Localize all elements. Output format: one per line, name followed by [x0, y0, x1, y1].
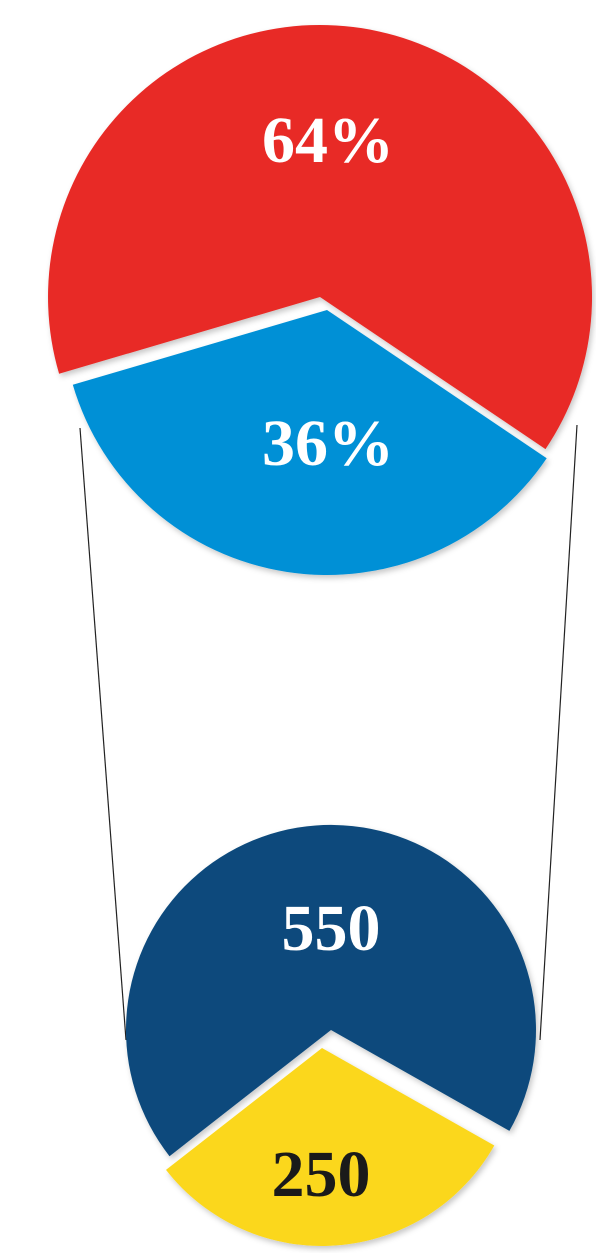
pie-slice-550 [125, 824, 536, 1157]
pie-chart-percent: 64% 36% [48, 24, 593, 575]
pie-slice-250 [166, 1048, 495, 1246]
connector-line-right [539, 424, 578, 1041]
slice-label-250: 250 [272, 1138, 371, 1211]
pie-chart-count: 550 250 [125, 824, 536, 1246]
pie-slice-64-percent [48, 24, 593, 450]
slice-label-36-percent: 36% [262, 407, 394, 480]
connector-line-left [79, 427, 127, 1041]
slice-label-550: 550 [282, 892, 381, 965]
pie-slice-36-percent [72, 310, 547, 575]
slice-label-64-percent: 64% [262, 104, 394, 177]
